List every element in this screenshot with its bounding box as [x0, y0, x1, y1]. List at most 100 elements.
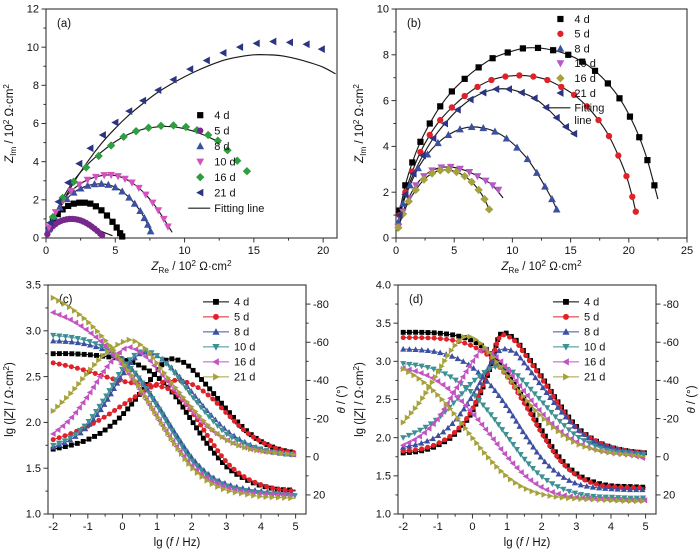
- triangle-up-marker: [558, 409, 565, 415]
- triangle-up-marker: [491, 127, 499, 135]
- circle-marker: [425, 444, 431, 450]
- triangle-left-marker: [98, 131, 106, 139]
- square-marker: [74, 440, 80, 446]
- triangle-right-marker: [634, 498, 640, 505]
- triangle-right-marker: [560, 431, 567, 439]
- triangle-right-marker: [498, 468, 505, 475]
- triangle-right-marker: [115, 341, 122, 348]
- square-marker: [503, 330, 509, 336]
- triangle-down-marker: [234, 438, 241, 444]
- triangle-down-marker: [224, 483, 231, 490]
- square-marker: [169, 356, 175, 362]
- circle-marker: [74, 365, 80, 371]
- square-marker: [437, 330, 443, 336]
- triangle-up-marker: [539, 384, 546, 391]
- triangle-left-marker: [75, 159, 83, 168]
- triangle-right-marker: [155, 414, 162, 421]
- square-marker: [585, 477, 591, 483]
- triangle-right-marker: [436, 368, 442, 375]
- triangle-down-marker: [148, 199, 157, 207]
- triangle-right-marker: [260, 448, 266, 455]
- square-marker: [70, 200, 77, 207]
- square-marker: [112, 419, 118, 425]
- triangle-up-marker: [509, 412, 516, 419]
- legend-item-5d: 5 d: [557, 29, 590, 41]
- legend: 4 d 5 d 8 d 10 d 16 d 21 d Fitting line: [548, 14, 604, 127]
- triangle-left-marker: [474, 416, 481, 423]
- circle-marker: [530, 363, 536, 369]
- square-marker: [98, 207, 105, 214]
- x-tick-label: 2: [539, 521, 545, 533]
- circle-marker: [425, 335, 431, 341]
- square-marker: [475, 64, 482, 71]
- circle-marker: [450, 337, 456, 343]
- y-tick-label: 0: [33, 233, 39, 245]
- panel-c-chart: -2 -1 0 1 2 3 4 5 1.0 1.5 2.0 2.5 3.0 3.5 -80 -60 -40 -20…: [1, 280, 348, 549]
- triangle-left-marker: [453, 393, 460, 400]
- triangle-right-marker: [494, 463, 500, 470]
- x-tick-label: 5: [293, 521, 299, 533]
- triangle-right-marker: [242, 444, 248, 451]
- legend-item-10d: 10 d: [556, 58, 596, 70]
- triangle-up-marker: [125, 193, 134, 201]
- circle-marker: [214, 400, 220, 406]
- triangle-up-marker: [444, 424, 452, 431]
- circle-marker: [148, 384, 154, 390]
- diamond-marker: [411, 185, 420, 195]
- triangle-left-marker: [269, 37, 277, 46]
- triangle-up-marker: [528, 369, 535, 376]
- triangle-down-marker: [543, 478, 551, 484]
- triangle-down-marker: [182, 448, 189, 455]
- triangle-right-marker: [546, 420, 552, 427]
- triangle-down-marker: [115, 372, 122, 378]
- y-axis-title: lg (|Z| / Ω·cm2): [1, 362, 16, 437]
- legend-item-16d: 16 d: [196, 172, 236, 184]
- triangle-up-marker: [400, 345, 407, 352]
- triangle-right-marker: [56, 297, 62, 304]
- circle-marker: [528, 411, 534, 417]
- legend-label: 10 d: [584, 342, 605, 354]
- triangle-right-marker: [517, 388, 523, 395]
- circle-marker: [447, 433, 453, 439]
- triangle-left-marker: [412, 368, 418, 375]
- triangle-left-marker: [462, 402, 469, 409]
- triangle-down-marker: [159, 215, 168, 223]
- triangle-right-marker: [420, 395, 426, 402]
- triangle-right-marker: [214, 430, 221, 437]
- triangle-up-marker: [424, 347, 432, 354]
- square-marker: [497, 360, 503, 365]
- triangle-right-marker: [225, 437, 231, 444]
- triangle-right-marker: [411, 372, 418, 379]
- triangle-down-marker: [213, 478, 220, 485]
- triangle-down-marker: [56, 333, 63, 340]
- triangle-up-marker: [412, 346, 419, 353]
- diamond-marker: [48, 212, 58, 222]
- circle-marker: [543, 438, 549, 444]
- triangle-up-marker: [97, 406, 104, 413]
- triangle-left-marker: [469, 357, 476, 365]
- triangle-down-marker: [55, 440, 63, 447]
- y-tick-label: 3.5: [26, 280, 41, 292]
- triangle-left-marker: [116, 349, 122, 356]
- circle-marker: [582, 477, 588, 483]
- y-tick-label: 6: [33, 118, 39, 130]
- circle-marker: [413, 335, 419, 341]
- triangle-up-marker: [130, 199, 139, 207]
- triangle-down-marker: [62, 334, 69, 340]
- triangle-right-marker: [486, 349, 493, 356]
- triangle-up-marker: [495, 347, 503, 354]
- triangle-up-marker: [212, 328, 220, 335]
- triangle-up-marker: [457, 410, 464, 417]
- square-marker: [204, 440, 210, 446]
- triangle-up-marker: [517, 354, 524, 361]
- triangle-left-marker: [59, 422, 66, 430]
- square-marker: [151, 372, 157, 378]
- square-marker: [644, 157, 651, 164]
- circle-marker: [537, 373, 543, 379]
- square-marker: [103, 212, 111, 219]
- triangle-left-marker: [486, 431, 492, 438]
- triangle-left-marker: [459, 373, 466, 380]
- square-marker: [448, 88, 455, 95]
- circle-marker: [159, 384, 165, 390]
- triangle-right-marker: [173, 384, 179, 391]
